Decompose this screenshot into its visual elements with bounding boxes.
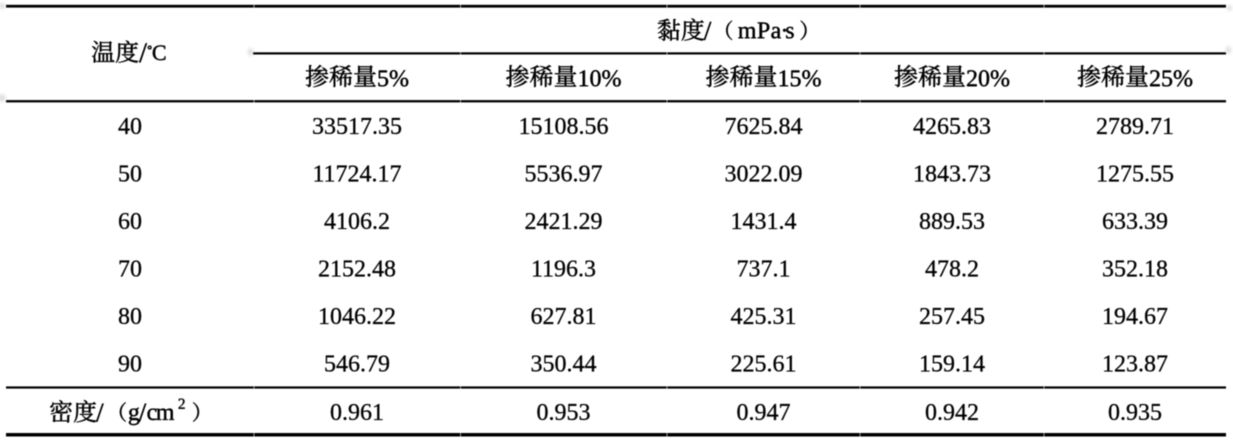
svg-text:889.53: 889.53: [919, 209, 985, 235]
svg-text:80: 80: [118, 304, 142, 330]
svg-text:257.45: 257.45: [919, 304, 985, 330]
svg-text:546.79: 546.79: [324, 351, 390, 377]
svg-text:627.81: 627.81: [531, 304, 597, 330]
svg-text:0.947: 0.947: [737, 400, 791, 426]
svg-text:0.935: 0.935: [1108, 400, 1162, 426]
svg-text:70: 70: [118, 257, 142, 283]
svg-text:33517.35: 33517.35: [312, 114, 402, 140]
svg-text:194.67: 194.67: [1102, 304, 1168, 330]
svg-text:0.942: 0.942: [925, 400, 979, 426]
svg-text:40: 40: [118, 114, 142, 140]
svg-text:225.61: 225.61: [731, 351, 797, 377]
svg-text:352.18: 352.18: [1102, 257, 1168, 283]
svg-text:425.31: 425.31: [731, 304, 797, 330]
svg-text:15108.56: 15108.56: [519, 114, 609, 140]
svg-text:2421.29: 2421.29: [525, 209, 603, 235]
svg-text:1196.3: 1196.3: [531, 257, 596, 283]
svg-text:7625.84: 7625.84: [725, 114, 803, 140]
svg-text:4265.83: 4265.83: [913, 114, 991, 140]
svg-text:5536.97: 5536.97: [525, 162, 603, 188]
svg-text:1046.22: 1046.22: [318, 304, 396, 330]
svg-text:123.87: 123.87: [1102, 351, 1168, 377]
svg-text:90: 90: [118, 351, 142, 377]
svg-text:3022.09: 3022.09: [725, 162, 803, 188]
svg-text:737.1: 737.1: [737, 257, 791, 283]
svg-text:0.953: 0.953: [537, 400, 591, 426]
svg-text:350.44: 350.44: [531, 351, 597, 377]
svg-text:2789.71: 2789.71: [1096, 114, 1174, 140]
svg-text:4106.2: 4106.2: [324, 209, 390, 235]
svg-text:50: 50: [118, 162, 142, 188]
svg-text:60: 60: [118, 209, 142, 235]
svg-text:478.2: 478.2: [925, 257, 979, 283]
svg-text:159.14: 159.14: [919, 351, 985, 377]
svg-text:2152.48: 2152.48: [318, 257, 396, 283]
svg-text:633.39: 633.39: [1102, 209, 1168, 235]
svg-text:1843.73: 1843.73: [913, 162, 991, 188]
svg-text:1431.4: 1431.4: [731, 209, 797, 235]
svg-text:0.961: 0.961: [330, 400, 384, 426]
svg-text:11724.17: 11724.17: [312, 162, 401, 188]
svg-text:1275.55: 1275.55: [1096, 162, 1174, 188]
